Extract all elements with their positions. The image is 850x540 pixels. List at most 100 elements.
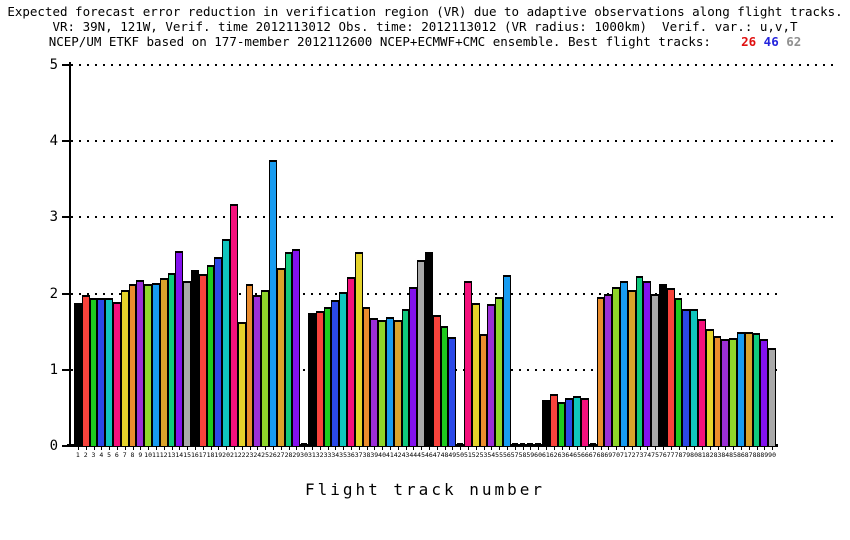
bar-track-2: [81, 295, 90, 447]
x-axis-label-43: 43: [401, 451, 410, 459]
bar-track-7: [120, 289, 129, 447]
x-tick-38: [366, 447, 368, 450]
x-tick-77: [670, 447, 672, 450]
x-tick-42: [397, 447, 399, 450]
bar-track-74: [643, 280, 652, 447]
bar-track-37: [354, 252, 363, 447]
x-tick-87: [748, 447, 750, 450]
x-axis-label-23: 23: [245, 451, 254, 459]
y-axis-label-5: 5: [49, 57, 58, 73]
x-axis-label-26: 26: [268, 451, 277, 459]
bar-track-84: [721, 339, 730, 447]
x-tick-51: [467, 447, 469, 450]
bar-track-67-missing: [589, 443, 596, 446]
bar-track-23: [245, 283, 254, 447]
bar-track-58-missing: [519, 443, 526, 446]
x-axis-label-57: 57: [510, 451, 519, 459]
x-axis-label-49: 49: [448, 451, 457, 459]
x-axis-label-9: 9: [138, 451, 143, 459]
bar-track-45: [417, 260, 425, 447]
x-axis-label-86: 86: [736, 451, 745, 459]
x-axis-label-33: 33: [323, 451, 332, 459]
bar-track-44: [409, 286, 418, 447]
x-tick-5: [109, 447, 111, 450]
x-axis-label-51: 51: [463, 451, 472, 459]
bar-track-15: [183, 281, 191, 447]
x-tick-47: [436, 447, 438, 450]
x-tick-76: [662, 447, 664, 450]
y-axis-label-0: 0: [49, 438, 58, 454]
x-axis-label-18: 18: [206, 451, 215, 459]
x-tick-74: [647, 447, 649, 450]
x-tick-78: [678, 447, 680, 450]
bar-track-42: [393, 319, 402, 447]
bar-track-55: [495, 297, 503, 447]
x-axis-label-80: 80: [690, 451, 699, 459]
bar-track-30-missing: [301, 443, 307, 446]
bar-track-70: [612, 286, 620, 447]
bar-track-1: [74, 302, 82, 447]
x-axis-label-52: 52: [471, 451, 480, 459]
bar-track-13: [167, 273, 176, 447]
x-axis-label-17: 17: [198, 451, 207, 459]
x-tick-15: [187, 447, 189, 450]
x-axis-label-70: 70: [612, 451, 621, 459]
bar-track-4: [97, 298, 106, 447]
x-tick-58: [522, 447, 524, 450]
bar-track-11: [152, 282, 160, 447]
bar-track-38: [362, 306, 371, 447]
bar-track-79: [682, 308, 691, 447]
bar-track-6: [113, 301, 121, 447]
x-tick-88: [756, 447, 758, 450]
bar-track-39: [370, 317, 379, 447]
x-tick-43: [405, 447, 407, 450]
bar-track-53: [479, 333, 488, 447]
x-axis-label-58: 58: [518, 451, 527, 459]
x-tick-70: [616, 447, 618, 450]
x-axis-label-14: 14: [175, 451, 184, 459]
x-axis-label-20: 20: [222, 451, 231, 459]
bar-track-85: [729, 337, 737, 447]
x-axis-label-40: 40: [378, 451, 387, 459]
bar-track-3: [89, 298, 98, 447]
x-axis-label-62: 62: [549, 451, 558, 459]
x-tick-39: [374, 447, 376, 450]
y-axis-line: [69, 62, 71, 447]
bar-track-75: [651, 293, 659, 447]
x-axis-label-39: 39: [370, 451, 379, 459]
x-axis-label-3: 3: [91, 451, 96, 459]
x-axis-label-73: 73: [635, 451, 644, 459]
x-axis-label-56: 56: [502, 451, 511, 459]
x-tick-79: [686, 447, 688, 450]
bar-track-36: [347, 276, 355, 447]
x-axis-label-54: 54: [487, 451, 496, 459]
chart-title-line-3: NCEP/UM ETKF based on 177-member 2012112…: [0, 35, 850, 49]
bar-track-86: [737, 331, 745, 447]
x-axis-label-74: 74: [643, 451, 652, 459]
bar-track-20: [222, 239, 230, 447]
x-tick-17: [202, 447, 204, 450]
x-axis-label-66: 66: [580, 451, 589, 459]
bar-track-64: [565, 397, 574, 447]
x-tick-62: [553, 447, 555, 450]
bar-track-77: [666, 287, 675, 447]
chart-title-line-3-text: NCEP/UM ETKF based on 177-member 2012112…: [48, 34, 711, 49]
bar-track-87: [744, 331, 753, 447]
x-tick-64: [569, 447, 571, 450]
x-axis-label-36: 36: [346, 451, 355, 459]
bar-track-56: [503, 275, 511, 447]
bar-track-14: [175, 250, 184, 447]
x-tick-66: [584, 447, 586, 450]
x-tick-60: [538, 447, 540, 450]
y-tick-3: [62, 216, 70, 219]
x-tick-45: [421, 447, 423, 450]
bar-track-22: [237, 321, 246, 447]
x-tick-3: [93, 447, 95, 450]
x-axis-label-41: 41: [385, 451, 394, 459]
x-tick-50: [460, 447, 462, 450]
x-axis-label-88: 88: [752, 451, 761, 459]
x-axis-label-16: 16: [190, 451, 199, 459]
bar-track-65: [573, 395, 581, 447]
x-axis-label-32: 32: [315, 451, 324, 459]
